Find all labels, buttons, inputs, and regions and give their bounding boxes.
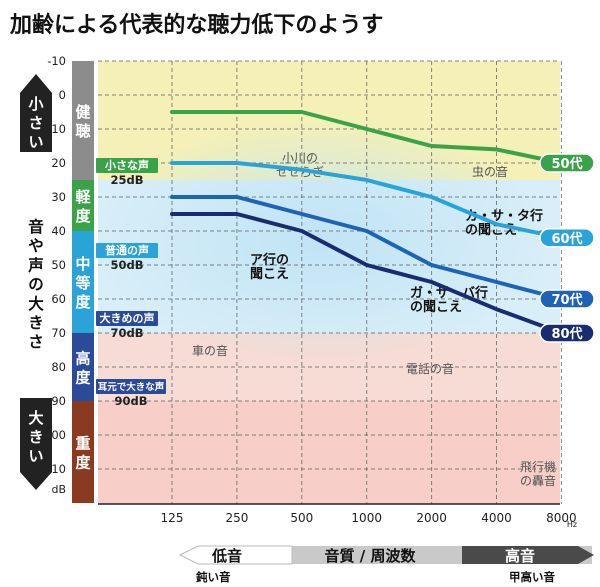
svg-text:中等度: 中等度 (75, 255, 91, 311)
y-tick-label: 40 (51, 224, 66, 238)
hearing-band (72, 333, 94, 401)
hearing-band (72, 61, 94, 180)
y-tick-label: -10 (47, 54, 66, 68)
arrow-up-icon (20, 74, 52, 152)
series-badge (539, 323, 595, 343)
hearing-band (72, 231, 94, 333)
voice-level-badge (96, 311, 158, 326)
svg-text:健聴: 健聴 (75, 103, 90, 140)
x-unit-label: Hz (567, 520, 577, 529)
x-tick-label: 8000 (546, 511, 577, 525)
voice-level-label: 普通の声 (105, 243, 149, 257)
y-axis-title: 音や声の大きさ (27, 217, 44, 351)
y-tick-label: 10 (51, 122, 66, 136)
series-line (170, 110, 564, 165)
series-badge (539, 289, 595, 309)
y-label-bottom: 大きい (28, 409, 43, 465)
y-tick-label: 0 (59, 88, 66, 102)
series-line (170, 212, 564, 335)
hearing-band (72, 401, 94, 503)
x-label-low: 低音 (211, 547, 242, 565)
svg-text:重度: 重度 (75, 435, 91, 472)
series-badge-label: 70代 (551, 292, 582, 308)
hearing-band-label: 重度 (75, 435, 91, 472)
y-tick-label: 30 (51, 190, 66, 204)
zone-very-loud (98, 401, 560, 504)
series-line (170, 195, 564, 301)
series-badge-label: 60代 (551, 231, 582, 247)
low-label-box (178, 545, 293, 565)
voice-level-value: 25dB (110, 173, 143, 187)
voice-level-badge (96, 243, 158, 258)
annotation-label: 電話の音 (406, 361, 454, 376)
chart-title: 加齢による代表的な聴力低下のようす (9, 12, 383, 38)
voice-level-value: 70dB (110, 326, 143, 340)
svg-text:軽度: 軽度 (75, 188, 91, 225)
hearing-band-label: 軽度 (75, 188, 91, 225)
x-tick-label: 1000 (351, 511, 382, 525)
series-badge (539, 228, 595, 248)
series-badge-label: 80代 (551, 326, 582, 342)
voice-level-value: 90dB (114, 394, 147, 408)
svg-text:音や声の大きさ: 音や声の大きさ (27, 217, 44, 351)
annotation-label: 虫の音 (472, 164, 508, 179)
series-badge-label: 50代 (551, 156, 582, 172)
y-tick-label: 20 (51, 156, 66, 170)
y-tick-label: 60 (51, 292, 66, 306)
x-tick-label: 125 (161, 511, 184, 525)
hearing-band-label: 高度 (75, 350, 91, 387)
x-tick-label: 500 (290, 511, 313, 525)
x-tick-label: 2000 (416, 511, 447, 525)
x-tick-label: 4000 (481, 511, 512, 525)
y-unit-label: dB (51, 483, 66, 496)
hearing-band (72, 180, 94, 231)
y-tick-label: 70 (51, 326, 66, 340)
voice-level-badge (96, 158, 158, 173)
hearing-band-label: 中等度 (75, 255, 91, 311)
x-label-low-note: 鈍い音 (196, 570, 231, 584)
annotation-label: ア行の聞こえ (250, 252, 289, 282)
svg-text:小さい: 小さい (28, 95, 43, 151)
voice-level-badge (96, 379, 166, 394)
y-tick-label: 90 (51, 394, 66, 408)
voice-level-label: 大きめの声 (100, 311, 155, 325)
hearing-band-label: 健聴 (75, 103, 90, 140)
series-badge (539, 153, 595, 173)
svg-text:大きい: 大きい (28, 409, 43, 465)
y-tick-label: 50 (51, 258, 66, 272)
x-label-high-note: 甲高い音 (509, 570, 555, 584)
y-label-top: 小さい (28, 95, 43, 151)
arrow-down-icon (20, 398, 52, 490)
high-label-box (462, 546, 594, 564)
svg-text:高度: 高度 (75, 350, 91, 387)
x-axis-title: 音質 / 周波数 (325, 547, 417, 565)
voice-level-label: 小さな声 (104, 158, 149, 172)
x-label-high: 高音 (505, 547, 535, 565)
annotation-label: 小川のせせらぎ (276, 151, 324, 179)
series-line (170, 161, 564, 240)
y-tick-label: 80 (51, 360, 66, 374)
voice-level-label: 耳元で大きな声 (98, 381, 165, 393)
annotation-label: 飛行機の轟音 (520, 459, 556, 488)
annotation-label: 車の音 (192, 343, 228, 358)
x-tick-label: 250 (225, 511, 248, 525)
voice-level-value: 50dB (110, 258, 143, 272)
